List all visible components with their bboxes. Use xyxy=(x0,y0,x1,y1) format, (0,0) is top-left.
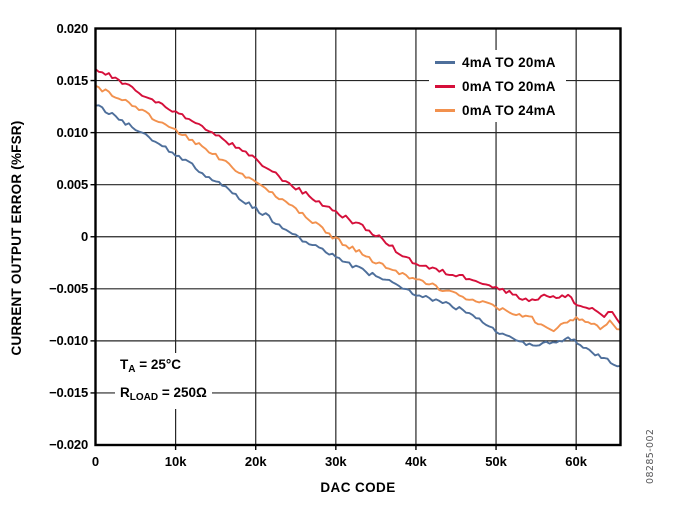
y-tick-label: 0.010 xyxy=(56,124,88,140)
legend-item: 0mA TO 24mA xyxy=(435,98,556,122)
x-tick-label: 10k xyxy=(164,454,187,469)
legend-line-swatch xyxy=(435,84,455,88)
condition-value: = 25°C xyxy=(135,357,182,372)
condition-ambient-temperature: TA = 25°C xyxy=(120,353,207,381)
legend-item: 0mA TO 20mA xyxy=(435,74,556,98)
x-tick-label: 20k xyxy=(244,454,267,469)
legend-label: 4mA TO 20mA xyxy=(462,54,556,70)
gridlines xyxy=(95,28,621,445)
y-tick-label: −0.015 xyxy=(49,384,88,400)
condition-load-resistance: RLOAD = 250Ω xyxy=(120,381,207,409)
x-tick-label: 50k xyxy=(485,454,507,469)
test-conditions-annotation: TA = 25°C RLOAD = 250Ω xyxy=(115,353,212,409)
series-line-0ma-to-20ma xyxy=(94,68,622,326)
condition-subscript: LOAD xyxy=(129,392,159,403)
y-tick-label: 0.020 xyxy=(56,20,88,36)
condition-subscript: A xyxy=(128,364,136,375)
condition-symbol: R xyxy=(120,385,130,400)
plot-frame xyxy=(94,27,622,447)
y-axis-title: CURRENT OUTPUT ERROR (%FSR) xyxy=(9,120,24,356)
legend-item: 4mA TO 20mA xyxy=(435,50,556,74)
legend-label: 0mA TO 24mA xyxy=(462,102,556,118)
x-tick-label: 0 xyxy=(91,454,100,469)
y-tick-label: −0.020 xyxy=(49,437,88,452)
figure-number-watermark: 08285-002 xyxy=(645,428,656,484)
condition-value: = 250Ω xyxy=(158,385,207,400)
y-tick-label: 0.015 xyxy=(56,72,88,88)
legend-label: 0mA TO 20mA xyxy=(462,78,556,94)
x-axis-title: DAC CODE xyxy=(320,480,396,495)
y-tick-label: 0.005 xyxy=(56,176,88,192)
y-tick-label: −0.005 xyxy=(49,280,88,296)
y-tick-label: −0.010 xyxy=(49,332,88,348)
x-tick-label: 40k xyxy=(405,454,427,469)
series-line-4ma-to-20ma xyxy=(94,104,622,368)
x-tick-label: 60k xyxy=(565,454,587,469)
series-line-0ma-to-24ma xyxy=(94,84,622,333)
legend-line-swatch xyxy=(435,108,455,112)
x-tick-label: 30k xyxy=(324,454,347,469)
legend-line-swatch xyxy=(435,60,455,64)
y-tick-label: 0 xyxy=(80,228,88,244)
legend: 4mA TO 20mA 0mA TO 20mA 0mA TO 24mA xyxy=(429,50,566,122)
condition-symbol: T xyxy=(120,357,129,372)
